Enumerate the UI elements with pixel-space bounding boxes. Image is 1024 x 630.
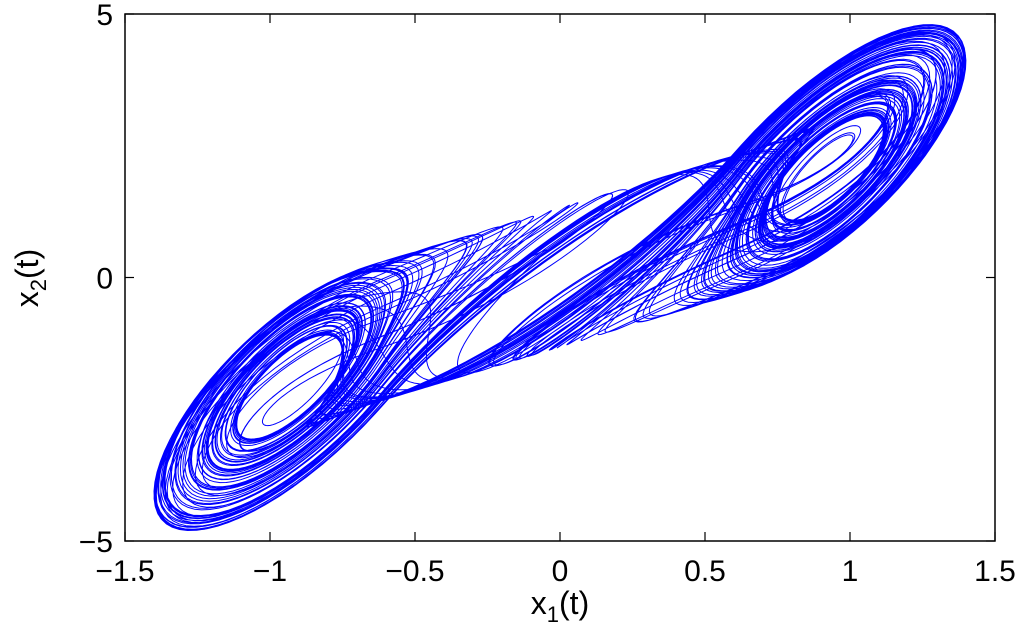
axis-ticks: [124, 13, 996, 542]
y-tick-label: 0: [96, 263, 113, 296]
y-axis-label-suffix: (t): [9, 249, 45, 279]
trajectory-series: [153, 24, 967, 531]
x-tick-label: 1.5: [974, 555, 1016, 588]
x-tick-label: −1: [253, 555, 287, 588]
y-axis-label-base: x: [9, 291, 45, 307]
y-tick-label: −5: [79, 526, 113, 559]
x-axis-label-suffix: (t): [559, 585, 589, 621]
x-tick-label: 1: [842, 555, 859, 588]
x-axis-label: x1(t): [531, 585, 589, 627]
x-tick-label: −0.5: [385, 555, 444, 588]
x-tick-label: 0.5: [684, 555, 726, 588]
x-tick-label: −1.5: [95, 555, 154, 588]
x-tick-labels: −1.5 −1 −0.5 0 0.5 1 1.5: [95, 555, 1015, 588]
plot-background: [125, 14, 995, 541]
trajectory-line: [153, 24, 967, 531]
x-axis-label-base: x: [531, 585, 547, 621]
y-axis-label: x2(t): [9, 249, 51, 307]
x-axis-label-subscript: 1: [547, 602, 559, 627]
x-tick-label: 0: [552, 555, 569, 588]
y-tick-label: 5: [96, 0, 113, 32]
y-axis-label-subscript: 2: [26, 279, 51, 291]
y-tick-labels: −5 0 5: [79, 0, 113, 559]
